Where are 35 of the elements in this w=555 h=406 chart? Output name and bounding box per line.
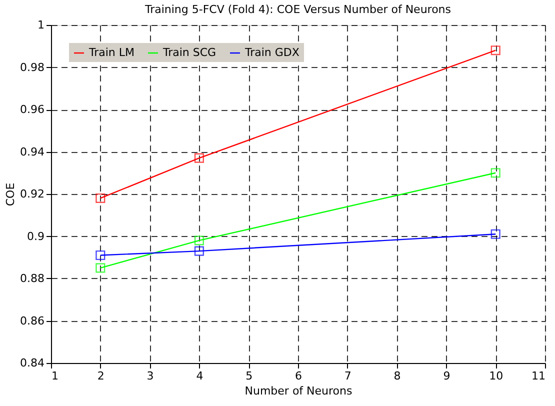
y-tick-label: 0.86: [20, 314, 44, 328]
x-tick-label: 10: [489, 370, 504, 382]
y-tick-label: 0.9: [27, 230, 44, 243]
y-tick-label: 1: [38, 18, 44, 32]
legend-label: Train LM: [88, 46, 135, 59]
x-tick-label: 1: [52, 370, 58, 382]
point: [194, 246, 204, 256]
point: [96, 250, 106, 260]
point: [490, 229, 500, 239]
x-tick-label: 9: [443, 370, 450, 382]
point: [490, 168, 500, 178]
x-axis-title: Number of Neurons: [244, 384, 352, 398]
legend-label: Train SCG: [162, 46, 216, 59]
y-tick-label: 0.84: [20, 356, 44, 370]
point: [194, 236, 204, 246]
x-tick-label: 6: [295, 370, 302, 382]
y-tick-label: 0.98: [20, 60, 44, 74]
x-tick-label: 3: [146, 370, 154, 382]
point: [96, 193, 106, 204]
y-tick-label: 0.88: [20, 272, 44, 285]
x-tick-label: 5: [246, 370, 253, 382]
x-tick-label: 8: [394, 370, 401, 382]
y-tick-label: 0.96: [20, 103, 44, 116]
x-tick-label: 2: [97, 370, 104, 382]
point: [490, 46, 500, 56]
legend-label: Train GDX: [244, 46, 300, 59]
y-axis-title: COE: [4, 182, 18, 206]
point: [96, 263, 106, 273]
x-tick-label: 7: [344, 370, 352, 382]
point: [194, 153, 204, 163]
y-tick-label: 0.94: [20, 145, 44, 158]
x-tick-label: 11: [532, 370, 546, 382]
x-tick-label: 4: [196, 370, 204, 382]
y-tick-label: 0.92: [20, 188, 44, 200]
chart-title: Training 5-FCV (Fold 4): COE Versus Number of Neurons: [144, 3, 452, 16]
